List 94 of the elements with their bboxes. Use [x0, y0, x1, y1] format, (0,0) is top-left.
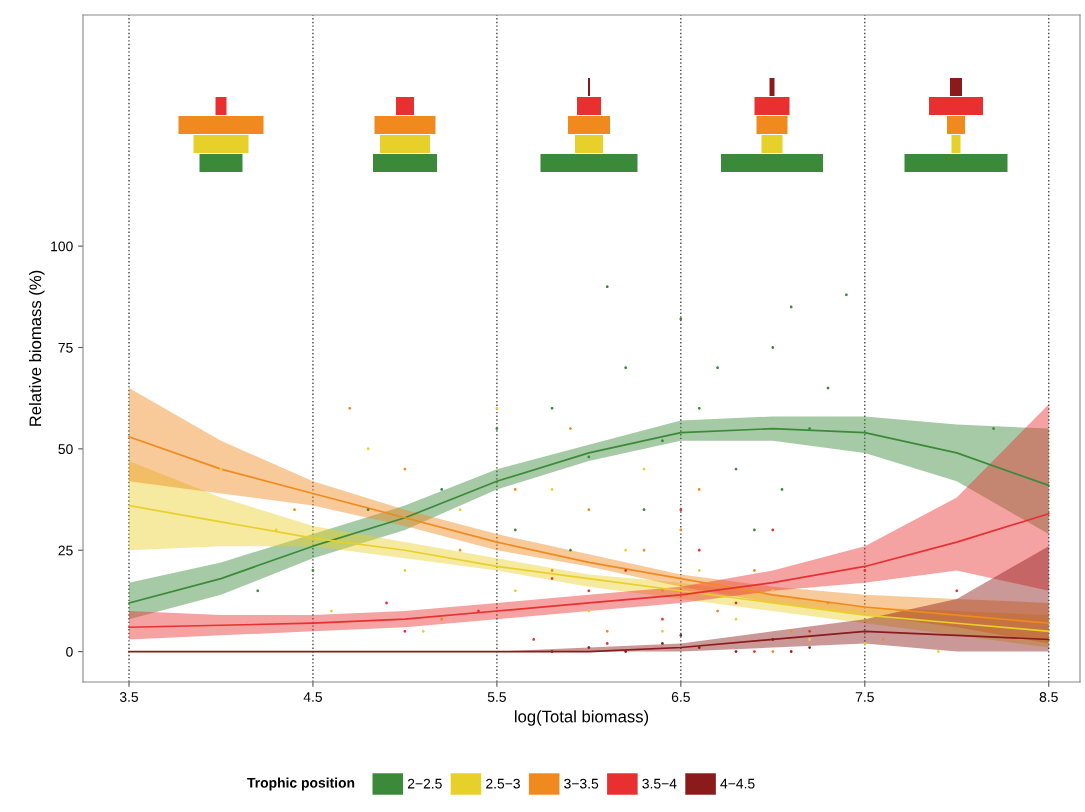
point	[753, 528, 756, 532]
point	[992, 427, 995, 430]
point	[256, 589, 260, 593]
point	[550, 577, 554, 580]
point	[624, 548, 628, 552]
y-tick-label: 0	[66, 646, 73, 657]
point	[661, 642, 664, 645]
point	[495, 427, 499, 430]
point	[550, 569, 554, 572]
point	[808, 629, 811, 633]
x-tick-label: 6.5	[671, 692, 690, 702]
point	[771, 346, 775, 349]
point	[863, 642, 867, 645]
point	[716, 366, 720, 370]
point	[550, 488, 554, 491]
legend-title: Trophic position	[247, 777, 355, 791]
point	[753, 569, 756, 572]
point	[587, 508, 591, 512]
point	[789, 650, 793, 653]
point	[697, 406, 701, 410]
point	[679, 508, 683, 512]
point	[661, 439, 664, 443]
point	[403, 569, 407, 572]
point	[642, 548, 646, 552]
x-tick-label: 8.5	[1039, 692, 1058, 702]
point	[624, 569, 628, 572]
point	[569, 427, 572, 430]
point	[605, 285, 609, 289]
x-tick-label: 7.5	[855, 692, 874, 702]
point	[734, 650, 738, 653]
point	[808, 427, 811, 430]
legend-label: 2−2.5	[407, 778, 442, 789]
point	[624, 366, 628, 370]
point	[532, 638, 536, 641]
legend-label: 3.5−4	[642, 778, 677, 789]
y-axis-title: Relative biomass (%)	[29, 270, 45, 426]
point	[697, 569, 701, 572]
x-tick-label: 3.5	[119, 692, 139, 702]
point	[661, 617, 664, 621]
point	[679, 633, 683, 637]
point	[808, 646, 811, 649]
point	[587, 646, 591, 649]
point	[771, 589, 775, 593]
point	[550, 650, 554, 653]
point	[845, 293, 848, 297]
point	[771, 650, 775, 653]
point	[789, 629, 793, 633]
x-tick-label: 4.5	[303, 692, 323, 702]
point	[329, 609, 333, 613]
legend-label: 2.5−3	[486, 778, 520, 789]
point	[477, 609, 480, 613]
point	[605, 642, 609, 645]
x-tick-label: 5.5	[487, 692, 506, 702]
point	[513, 488, 517, 491]
point	[780, 488, 784, 491]
point	[421, 629, 425, 633]
legend-label: 4−4.5	[720, 778, 755, 789]
point	[955, 589, 959, 593]
point	[863, 569, 867, 572]
point	[605, 629, 609, 633]
point	[642, 508, 646, 512]
point	[385, 601, 388, 605]
point	[881, 638, 885, 641]
y-tick-label: 50	[58, 444, 73, 455]
point	[513, 589, 517, 593]
point	[366, 508, 370, 512]
y-tick-label: 100	[51, 241, 73, 252]
line-series	[128, 630, 1050, 653]
point	[771, 638, 775, 641]
point	[513, 528, 517, 532]
point	[348, 406, 352, 410]
point	[495, 406, 499, 410]
point	[440, 617, 444, 621]
point	[716, 609, 720, 613]
legend-label: 3−3.5	[564, 778, 599, 789]
point	[440, 488, 444, 491]
point	[661, 589, 664, 593]
point	[550, 406, 554, 410]
point	[808, 638, 811, 641]
point	[936, 650, 940, 653]
point	[624, 650, 628, 653]
y-tick-label: 25	[58, 545, 73, 556]
point	[661, 629, 664, 633]
point	[697, 548, 701, 552]
point	[697, 646, 701, 649]
point	[569, 548, 572, 552]
point	[697, 488, 701, 491]
point	[753, 650, 756, 653]
y-tick-label: 75	[58, 342, 73, 353]
x-axis-title: log(Total biomass)	[515, 710, 649, 726]
point	[403, 629, 407, 633]
point	[311, 569, 315, 572]
point	[458, 508, 462, 512]
point	[293, 508, 296, 512]
